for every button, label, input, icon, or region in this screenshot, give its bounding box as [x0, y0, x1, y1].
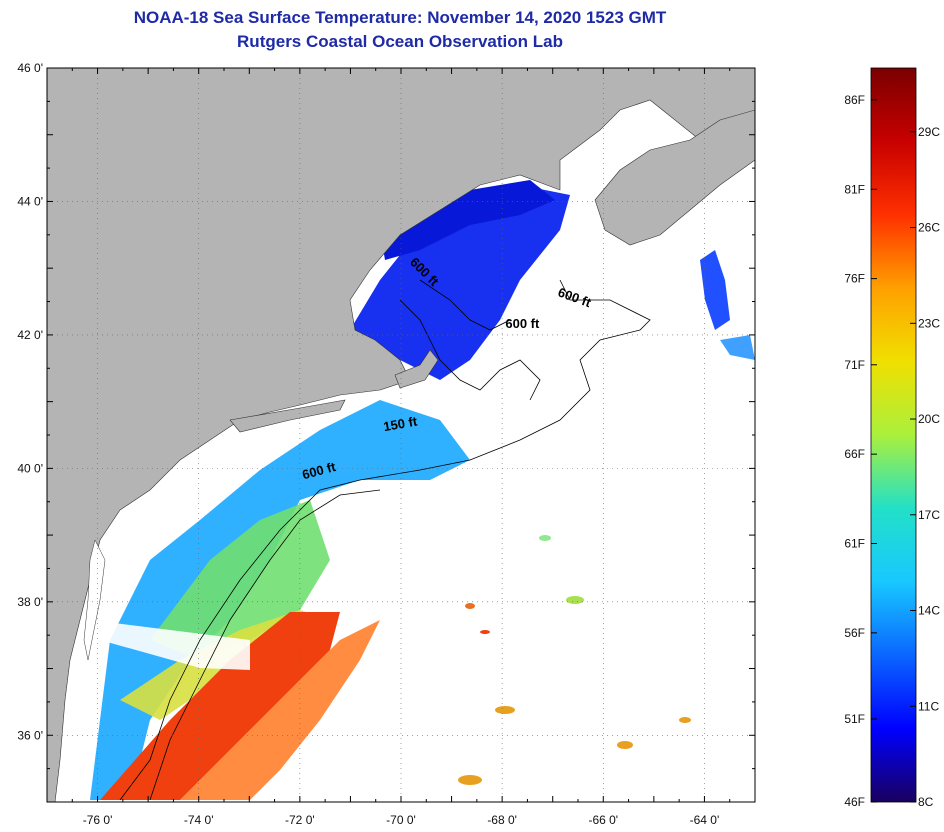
offshore-speck	[465, 603, 475, 609]
offshore-speck	[539, 535, 551, 541]
colorbar-label-f: 81F	[844, 182, 865, 196]
colorbar-label-c: 23C	[918, 316, 940, 330]
lon-tick-label: -76 0'	[83, 813, 113, 827]
lat-tick-label: 46 0'	[17, 61, 43, 75]
graticule	[47, 68, 755, 802]
contour-line	[399, 299, 541, 401]
colorbar-label-f: 56F	[844, 626, 865, 640]
offshore-speck	[617, 741, 633, 749]
map-axis-ticks: 46 0' 44 0' 42 0' 40 0' 38 0' 36 0' -76 0' -74 …	[17, 61, 756, 827]
lon-tick-label: -70 0'	[386, 813, 416, 827]
land-cape-cod	[394, 349, 439, 389]
contour-line	[119, 279, 651, 801]
lon-tick-label: -74 0'	[184, 813, 214, 827]
lon-tick-label: -72 0'	[285, 813, 315, 827]
depth-contour-label: 150 ft	[382, 413, 419, 434]
colorbar-label-c: 14C	[918, 604, 940, 618]
offshore-speck	[480, 630, 490, 634]
land-nova-scotia	[594, 109, 755, 246]
land-north-america	[47, 68, 755, 802]
colorbar-label-f: 71F	[844, 358, 865, 372]
offshore-speck	[566, 596, 584, 604]
colorbar-label-c: 26C	[918, 221, 940, 235]
colorbar	[870, 67, 917, 803]
colorbar-label-f: 51F	[844, 712, 865, 726]
lon-tick-label: -66 0'	[588, 813, 618, 827]
colorbar-label-c: 11C	[918, 699, 939, 713]
sst-gulf-stream-warm	[180, 620, 380, 800]
cloud-gap	[90, 620, 250, 670]
offshore-speck	[679, 717, 691, 723]
colorbar-label-f: 61F	[844, 537, 865, 551]
colorbar-label-c: 20C	[918, 412, 940, 426]
colorbar-labels: 86F 81F 76F 71F 66F 61F 56F 51F 46F 29C 26C 23C 20C 1…	[844, 93, 940, 809]
sst-offshore-specks	[458, 535, 691, 785]
colorbar-label-f: 46F	[844, 795, 865, 809]
title-block: NOAA-18 Sea Surface Temperature: Novembe…	[0, 6, 800, 54]
colorbar-label-f: 66F	[844, 447, 865, 461]
colorbar-label-c: 29C	[918, 125, 940, 139]
sst-gulf-of-maine	[350, 185, 570, 380]
lat-tick-label: 44 0'	[17, 194, 43, 208]
sst-maine-coast	[380, 180, 555, 260]
sst-mid-atlantic-shelf	[90, 400, 470, 800]
map-subtitle: Rutgers Coastal Ocean Observation Lab	[237, 32, 563, 51]
chesapeake-bay	[83, 539, 106, 661]
colorbar-label-f: 86F	[844, 93, 865, 107]
lat-tick-label: 38 0'	[17, 595, 43, 609]
offshore-speck	[495, 706, 515, 714]
lon-tick-label: -68 0'	[487, 813, 517, 827]
sst-gulf-stream-core	[100, 612, 340, 800]
offshore-speck	[458, 775, 482, 785]
lat-tick-label: 42 0'	[17, 328, 43, 342]
lat-tick-label: 40 0'	[17, 461, 43, 475]
colorbar-label-f: 76F	[844, 272, 865, 286]
colorbar-label-c: 8C	[918, 795, 934, 809]
contour-line	[419, 279, 511, 331]
contour-line	[149, 489, 381, 801]
depth-contour-label: 600 ft	[505, 316, 540, 331]
sst-scotian-shelf-patch	[720, 335, 755, 360]
lon-tick-label: -64 0'	[690, 813, 720, 827]
map-title: NOAA-18 Sea Surface Temperature: Novembe…	[133, 8, 667, 27]
sst-nova-scotia-patch	[700, 250, 730, 330]
bathymetry-contours	[119, 279, 651, 801]
lat-tick-label: 36 0'	[17, 728, 43, 742]
colorbar-label-c: 17C	[918, 508, 940, 522]
map-area	[47, 68, 755, 802]
